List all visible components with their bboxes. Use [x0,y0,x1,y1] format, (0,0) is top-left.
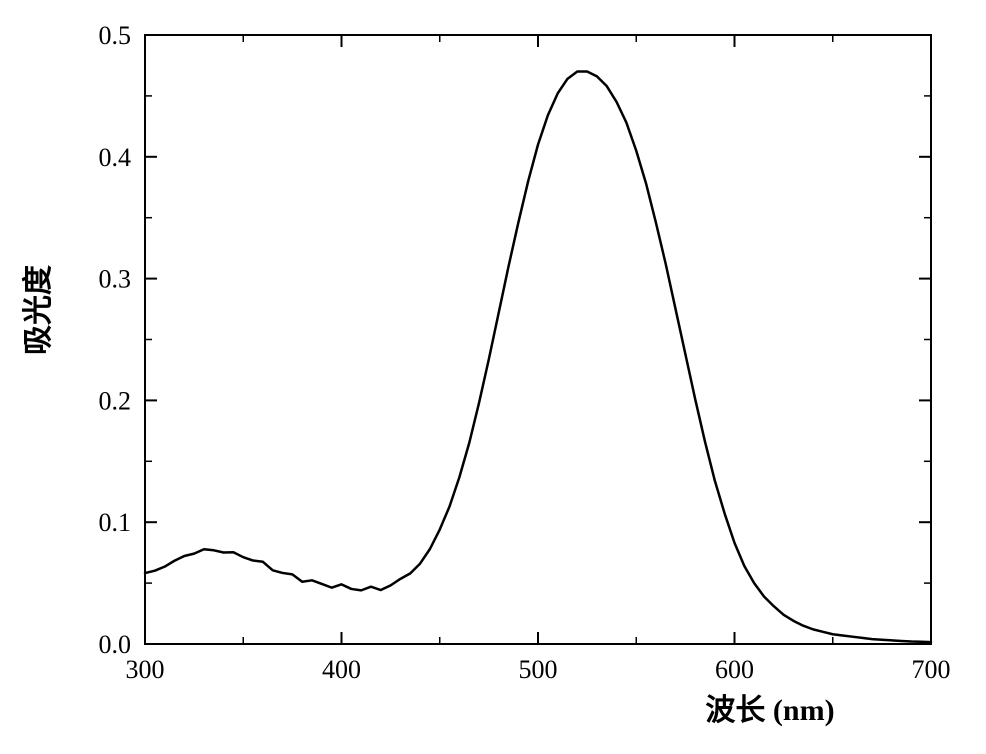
y-tick-label: 0.3 [99,265,132,294]
y-tick-label: 0.4 [99,143,132,172]
x-tick-label: 300 [126,655,165,684]
x-tick-label: 700 [912,655,951,684]
plot-frame [145,35,931,644]
y-tick-label: 0.0 [99,630,132,659]
x-tick-label: 400 [322,655,361,684]
x-tick-label: 600 [715,655,754,684]
y-axis-label: 吸光度 [22,265,55,355]
y-tick-label: 0.2 [99,386,132,415]
y-tick-label: 0.5 [99,21,132,50]
x-axis-label: 波长 (nm) [705,694,834,727]
y-tick-label: 0.1 [99,508,132,537]
x-tick-label: 500 [519,655,558,684]
spectrum-line [145,72,931,643]
spectrum-chart: 300 400 500 600 700 0.0 0.1 0.2 0.3 0.4 0.5 波长 (nm)… [0,0,986,754]
chart-svg: 300 400 500 600 700 0.0 0.1 0.2 0.3 0.4 0.5 波长 (nm)… [0,0,986,754]
